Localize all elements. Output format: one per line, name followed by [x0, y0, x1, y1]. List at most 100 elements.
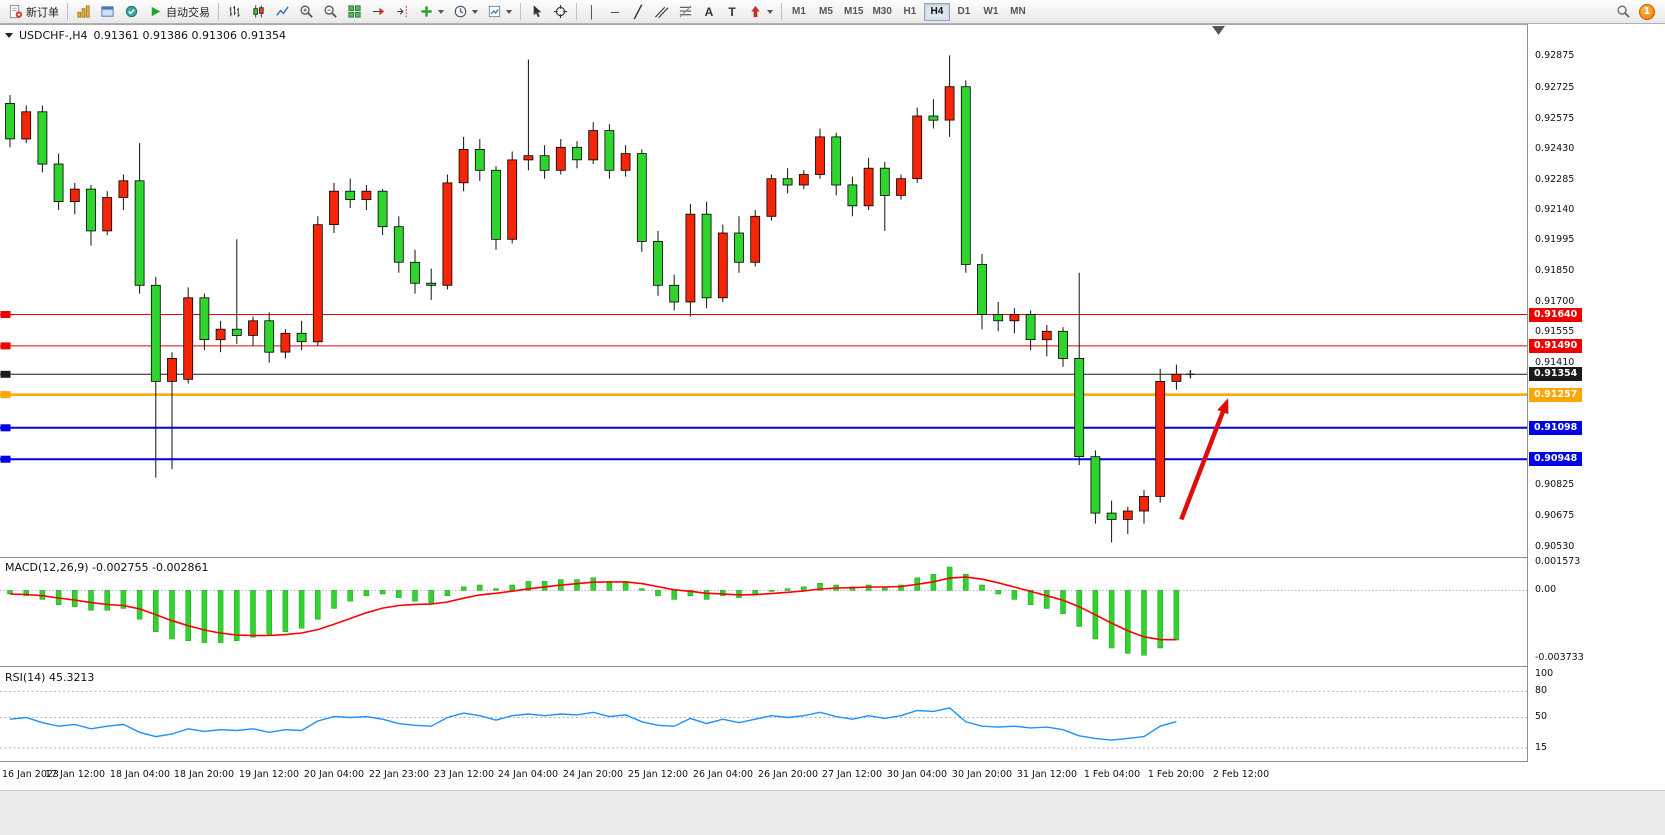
- price-scale[interactable]: 0.92875 0.92725 0.92575 0.92430 0.92285 0.921…: [1528, 24, 1665, 790]
- toolbar-separator: [67, 3, 68, 20]
- timeframe-d1-button[interactable]: D1: [951, 3, 977, 21]
- time-axis-label: 17 Jan 12:00: [44, 769, 106, 780]
- price-chart-canvas[interactable]: [0, 24, 1665, 835]
- time-axis-label: 26 Jan 04:00: [692, 769, 754, 780]
- text-tool-button[interactable]: A: [698, 1, 720, 22]
- new-order-icon: [9, 4, 23, 19]
- line-chart-icon: [276, 6, 289, 16]
- autotrading-play-icon: [151, 6, 161, 17]
- price-axis-label: 0.92430: [1535, 143, 1575, 154]
- price-axis-label: 80: [1535, 685, 1548, 696]
- time-axis-label: 24 Jan 04:00: [497, 769, 559, 780]
- timeframe-h4-button[interactable]: H4: [923, 2, 950, 21]
- chart-symbol-period: USDCHF-,H4: [19, 29, 88, 42]
- price-axis-label: 0.92575: [1535, 113, 1575, 124]
- time-axis-label: 18 Jan 04:00: [109, 769, 171, 780]
- toolbar-right-group: 1: [1612, 1, 1661, 22]
- timeframe-h1-button[interactable]: H1: [897, 3, 923, 21]
- search-button[interactable]: [1612, 1, 1635, 22]
- chevron-down-icon: [506, 9, 512, 14]
- timeframe-m5-button[interactable]: M5: [813, 3, 839, 21]
- arrow-shape-icon: [751, 5, 760, 18]
- trendline-icon: ╱: [634, 4, 642, 19]
- zoom-out-button[interactable]: [319, 1, 342, 22]
- candlestick-icon: [253, 5, 264, 18]
- new-chart-button[interactable]: [72, 1, 95, 22]
- time-axis-label: 30 Jan 04:00: [886, 769, 948, 780]
- line-chart-mode-button[interactable]: [271, 1, 294, 22]
- toolbar-separator: [576, 3, 577, 20]
- time-axis-label: 1 Feb 20:00: [1147, 769, 1205, 780]
- horizontal-line-tool-button[interactable]: ─: [604, 1, 626, 22]
- market-watch-icon: [125, 5, 138, 18]
- autotrading-button[interactable]: 自动交易: [144, 1, 214, 22]
- time-axis-label: 25 Jan 12:00: [627, 769, 689, 780]
- price-level-label: 0.91354: [1529, 367, 1583, 381]
- time-axis-label: 23 Jan 12:00: [433, 769, 495, 780]
- template-icon: [488, 5, 501, 18]
- toolbar-separator: [781, 3, 782, 20]
- bar-chart-mode-button[interactable]: [223, 1, 246, 22]
- channel-tool-button[interactable]: [650, 1, 673, 22]
- horizontal-line-icon: ─: [610, 4, 620, 19]
- templates-button[interactable]: [483, 1, 516, 22]
- periods-button[interactable]: [449, 1, 482, 22]
- pane-borders: [0, 24, 1665, 766]
- chart-ohlc-values: 0.91361 0.91386 0.91306 0.91354: [93, 29, 286, 42]
- chart-shift-marker: [1212, 26, 1225, 35]
- zoom-in-button[interactable]: [295, 1, 318, 22]
- price-axis-label: 0.92875: [1535, 50, 1575, 61]
- new-order-button[interactable]: 新订单: [4, 1, 63, 22]
- shapes-dropdown-button[interactable]: [744, 1, 777, 22]
- crosshair-icon: [553, 4, 568, 19]
- time-axis-label: 30 Jan 20:00: [951, 769, 1013, 780]
- chart-window: USDCHF-,H4 0.91361 0.91386 0.91306 0.913…: [0, 24, 1665, 835]
- add-indicator-button[interactable]: [415, 1, 448, 22]
- zoom-in-icon: [300, 5, 313, 18]
- price-axis-label: 0.92285: [1535, 174, 1575, 185]
- rsi-line: [9, 707, 1177, 741]
- price-level-label: 0.91098: [1529, 421, 1583, 435]
- profiles-icon: [101, 6, 114, 17]
- auto-scroll-button[interactable]: [367, 1, 390, 22]
- chart-shift-button[interactable]: [391, 1, 414, 22]
- price-axis-label: 0.90825: [1535, 479, 1575, 490]
- price-level-label: 0.91490: [1529, 339, 1583, 353]
- price-axis-label: 0.91700: [1535, 296, 1575, 307]
- chart-dropdown-icon[interactable]: [5, 33, 13, 38]
- price-axis-label: 0.92140: [1535, 204, 1575, 215]
- trendline-tool-button[interactable]: ╱: [627, 1, 649, 22]
- vertical-line-tool-button[interactable]: │: [581, 1, 603, 22]
- price-axis-label: 50: [1535, 711, 1548, 722]
- macd-histogram: [0, 566, 1527, 656]
- fibonacci-tool-button[interactable]: [674, 1, 697, 22]
- candle-chart-mode-button[interactable]: [247, 1, 270, 22]
- price-axis-label: 0.90675: [1535, 510, 1575, 521]
- cursor-tool-button[interactable]: [525, 1, 548, 22]
- price-axis-label: 0.91555: [1535, 326, 1575, 337]
- crosshair-tool-button[interactable]: [549, 1, 572, 22]
- notification-badge[interactable]: 1: [1639, 3, 1655, 20]
- label-tool-button[interactable]: T: [721, 1, 743, 22]
- timeframe-w1-button[interactable]: W1: [978, 3, 1004, 21]
- timeframe-m30-button[interactable]: M30: [868, 3, 895, 21]
- price-axis-label: 0.91995: [1535, 234, 1575, 245]
- candlesticks: [5, 55, 1182, 543]
- channel-icon: [654, 6, 669, 18]
- price-axis-label: 0.90530: [1535, 541, 1575, 552]
- search-icon: [1617, 5, 1630, 18]
- market-watch-button[interactable]: [120, 1, 143, 22]
- time-axis-label: 20 Jan 04:00: [303, 769, 365, 780]
- macd-signal-line: [9, 576, 1177, 641]
- auto-scroll-icon: [372, 7, 385, 16]
- timeframe-mn-button[interactable]: MN: [1005, 3, 1031, 21]
- clock-icon: [454, 5, 467, 18]
- timeframe-m1-button[interactable]: M1: [786, 3, 812, 21]
- price-level-label: 0.90948: [1529, 452, 1583, 466]
- profiles-button[interactable]: [96, 1, 119, 22]
- price-axis-label: -0.003733: [1535, 652, 1584, 663]
- tile-windows-button[interactable]: [343, 1, 366, 22]
- chevron-down-icon: [767, 9, 773, 14]
- timeframe-m15-button[interactable]: M15: [840, 3, 867, 21]
- time-scale[interactable]: 16 Jan 2023 17 Jan 12:00 18 Jan 04:00 18 Ja…: [0, 762, 1527, 790]
